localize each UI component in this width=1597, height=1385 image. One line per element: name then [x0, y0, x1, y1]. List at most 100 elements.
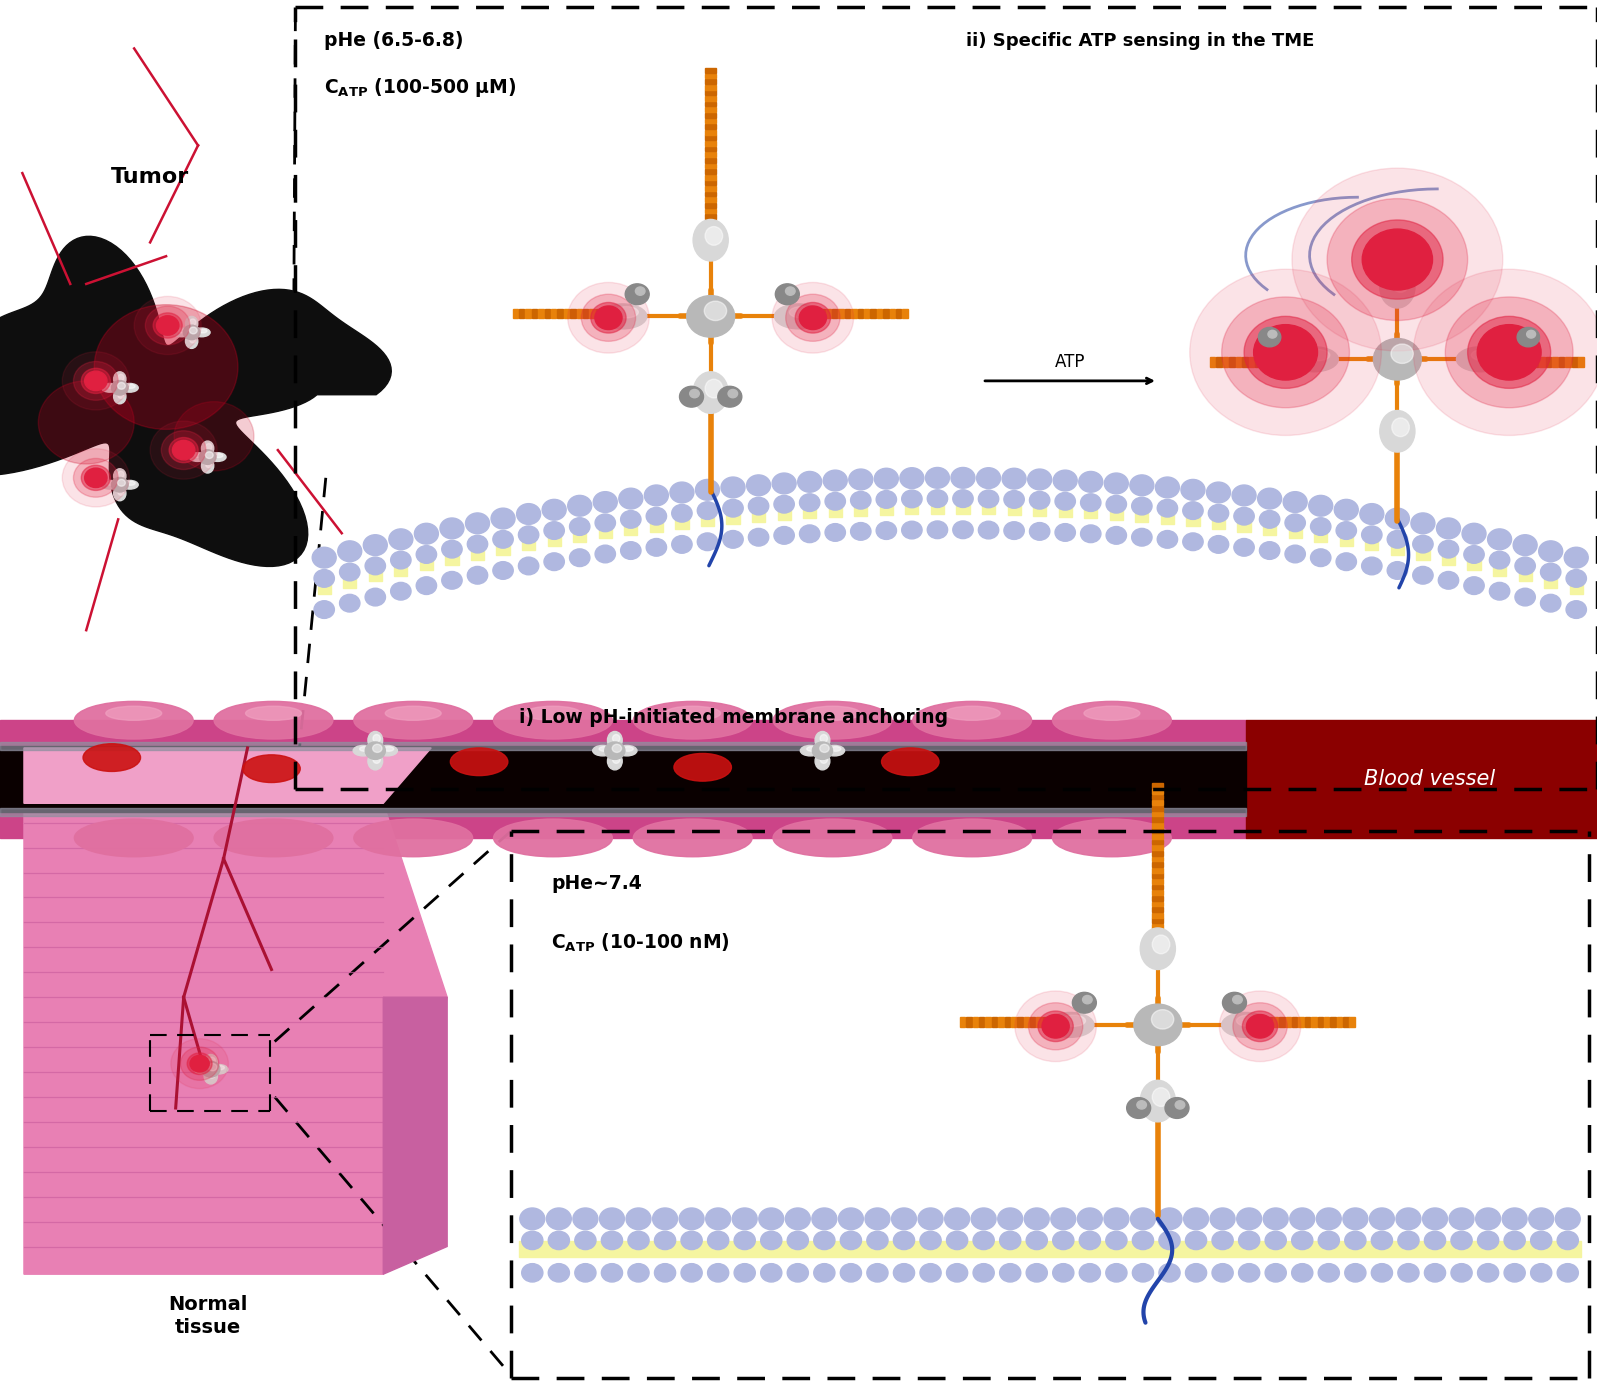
Bar: [706, 215, 715, 219]
Circle shape: [1234, 539, 1254, 557]
Ellipse shape: [113, 468, 126, 483]
Bar: [706, 186, 715, 191]
Bar: [1540, 357, 1544, 367]
Circle shape: [979, 490, 998, 508]
Text: ATP: ATP: [1054, 353, 1086, 371]
Circle shape: [971, 1208, 997, 1230]
Ellipse shape: [190, 319, 196, 325]
Circle shape: [522, 1231, 543, 1249]
Bar: [1151, 834, 1163, 839]
Circle shape: [733, 1208, 757, 1230]
Bar: [706, 130, 715, 134]
Circle shape: [1477, 1231, 1498, 1249]
Circle shape: [811, 1208, 837, 1230]
Bar: [1151, 817, 1163, 821]
Circle shape: [1236, 1208, 1262, 1230]
Circle shape: [706, 1208, 730, 1230]
Circle shape: [655, 1231, 676, 1249]
Ellipse shape: [206, 461, 212, 468]
Circle shape: [602, 1231, 623, 1249]
Circle shape: [698, 501, 717, 519]
Bar: [1493, 560, 1506, 576]
Bar: [1391, 539, 1404, 555]
Circle shape: [1207, 482, 1230, 503]
Bar: [1151, 795, 1163, 799]
Circle shape: [391, 583, 410, 600]
Ellipse shape: [913, 701, 1032, 740]
Circle shape: [1175, 1101, 1185, 1109]
Circle shape: [575, 1231, 596, 1249]
Circle shape: [1311, 548, 1330, 566]
Ellipse shape: [377, 745, 398, 756]
Bar: [1011, 1017, 1016, 1028]
Bar: [1033, 500, 1046, 515]
Circle shape: [1080, 1263, 1100, 1283]
Ellipse shape: [773, 819, 891, 857]
Circle shape: [735, 1263, 755, 1283]
Bar: [519, 309, 524, 319]
Bar: [1008, 500, 1020, 515]
Ellipse shape: [599, 303, 647, 328]
Circle shape: [85, 468, 107, 488]
Bar: [1274, 357, 1281, 367]
Ellipse shape: [118, 392, 125, 399]
Circle shape: [851, 522, 870, 540]
Circle shape: [569, 283, 648, 353]
Circle shape: [1024, 1208, 1049, 1230]
Bar: [1247, 1017, 1252, 1028]
Circle shape: [672, 536, 692, 553]
Ellipse shape: [674, 753, 731, 781]
Circle shape: [1337, 522, 1356, 539]
Circle shape: [786, 294, 840, 341]
Bar: [1527, 357, 1532, 367]
Circle shape: [1490, 583, 1509, 600]
Circle shape: [468, 535, 487, 553]
Bar: [1230, 357, 1234, 367]
Bar: [0, 742, 1246, 751]
Bar: [1292, 1017, 1297, 1028]
Circle shape: [1468, 316, 1551, 388]
Circle shape: [1132, 497, 1151, 515]
Circle shape: [621, 542, 640, 560]
Bar: [650, 517, 663, 532]
Ellipse shape: [814, 752, 830, 770]
Circle shape: [628, 1263, 648, 1283]
Bar: [1187, 511, 1199, 526]
Circle shape: [570, 518, 589, 536]
Circle shape: [180, 1047, 219, 1080]
Circle shape: [157, 316, 179, 335]
Text: Tumor: Tumor: [112, 168, 188, 187]
Circle shape: [1104, 474, 1127, 494]
Ellipse shape: [367, 731, 383, 749]
Circle shape: [1308, 496, 1332, 517]
Circle shape: [468, 566, 487, 584]
Bar: [497, 539, 509, 555]
Bar: [883, 309, 888, 319]
Bar: [870, 309, 875, 319]
Bar: [1544, 572, 1557, 587]
Bar: [1135, 506, 1148, 522]
Circle shape: [1316, 1208, 1341, 1230]
Circle shape: [1541, 594, 1560, 612]
Circle shape: [442, 572, 462, 589]
Bar: [1268, 357, 1274, 367]
Bar: [1110, 504, 1123, 519]
Circle shape: [773, 283, 854, 353]
Bar: [1151, 946, 1163, 951]
Circle shape: [653, 1208, 677, 1230]
Circle shape: [680, 1231, 703, 1249]
Circle shape: [877, 522, 896, 539]
Bar: [1151, 868, 1163, 873]
Bar: [1343, 1017, 1348, 1028]
Circle shape: [391, 551, 410, 569]
Circle shape: [902, 490, 921, 508]
Ellipse shape: [214, 454, 224, 457]
Circle shape: [1290, 1208, 1314, 1230]
Circle shape: [340, 594, 359, 612]
Circle shape: [1372, 1231, 1393, 1249]
Ellipse shape: [1380, 410, 1415, 452]
Bar: [706, 191, 715, 197]
Circle shape: [1567, 569, 1586, 587]
Ellipse shape: [359, 747, 369, 751]
Ellipse shape: [1084, 706, 1140, 720]
